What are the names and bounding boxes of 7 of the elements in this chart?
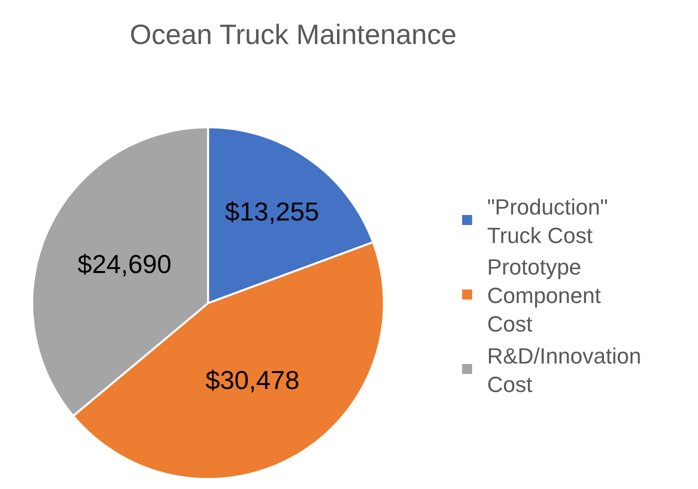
legend-label: R&D/Innovation Cost (487, 343, 642, 397)
data-label: $30,478 (205, 364, 300, 395)
chart-title: Ocean Truck Maintenance (130, 19, 457, 50)
data-label: $24,690 (77, 249, 172, 280)
data-label: $13,255 (225, 196, 320, 226)
legend-label: "Production" Truck Cost (487, 194, 608, 248)
legend-label: Prototype Component Cost (487, 254, 601, 337)
